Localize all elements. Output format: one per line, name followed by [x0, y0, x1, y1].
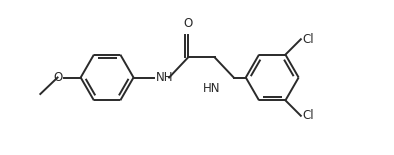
Text: NH: NH	[156, 71, 173, 84]
Text: Cl: Cl	[303, 33, 314, 46]
Text: O: O	[53, 71, 62, 84]
Text: HN: HN	[203, 82, 221, 95]
Text: Cl: Cl	[303, 109, 314, 122]
Text: O: O	[184, 17, 193, 30]
